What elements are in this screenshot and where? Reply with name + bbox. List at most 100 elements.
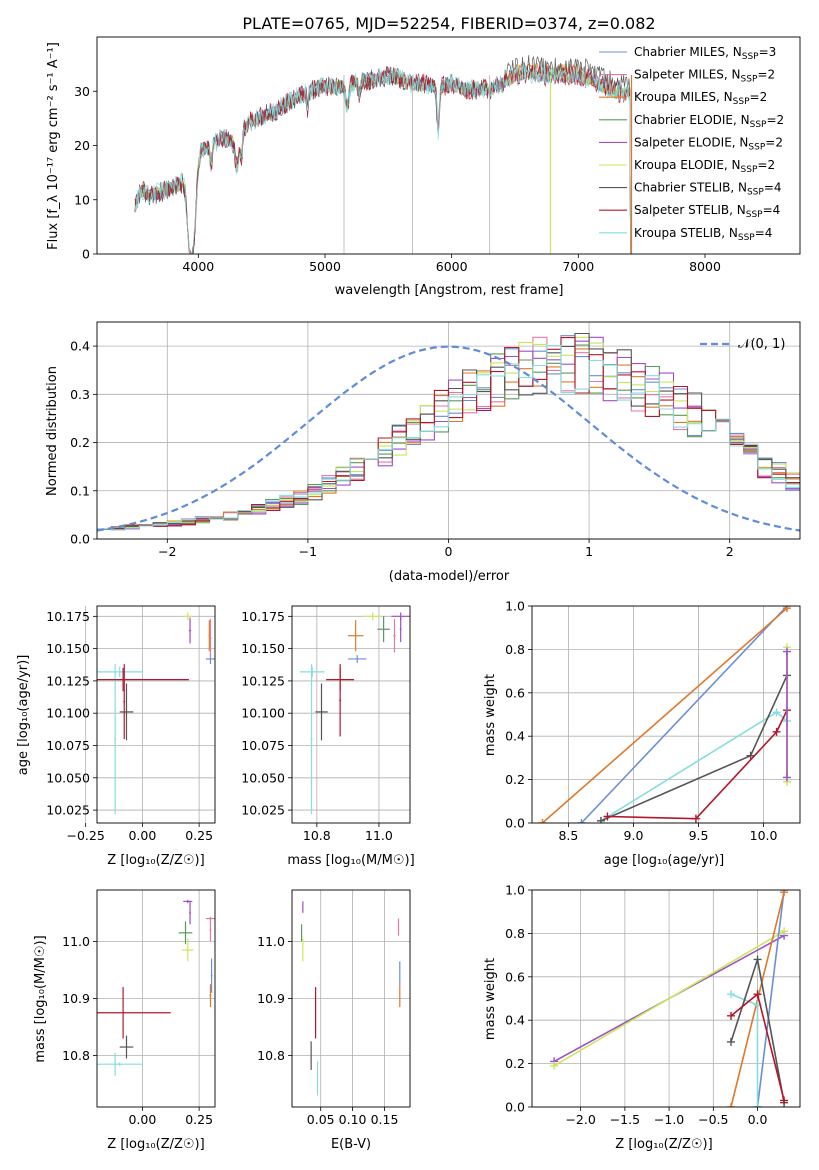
spectrum-line-kroupa-elodie: [134, 67, 631, 254]
plot-area: [538, 606, 791, 823]
x-tick-label: 0.10: [339, 1112, 367, 1127]
y-tick-label: 10.150: [46, 641, 90, 656]
plot-area: [550, 890, 789, 1107]
axes: 0.00 0.25 10.8 10.9 11.0: [62, 889, 216, 1127]
z-age-y-label: age [log₁₀(age/yr)]: [16, 655, 31, 776]
grid-lines: [85, 606, 215, 823]
y-tick-label: 0.2: [505, 772, 525, 787]
y-tick-label: 0.0: [505, 1100, 525, 1115]
axes-frame: [531, 889, 801, 1108]
weight-marker-kroupa-miles: [782, 606, 791, 613]
y-tick-label: 11.0: [257, 934, 285, 949]
legend-label: Salpeter ELODIE, NSSP=2: [634, 135, 783, 152]
axes: 4000 5000 6000 7000 8000 0 10 20 30: [74, 36, 801, 274]
y-tick-label: 0.4: [505, 729, 525, 744]
x-tick-label: 0.05: [307, 1112, 335, 1127]
x-tick-label: 0.0: [748, 1112, 768, 1127]
weight-marker-salpeter-stelib: [603, 812, 612, 821]
histogram-legend: 𝒩(0, 1): [700, 337, 785, 352]
weight-line-chabrier-miles: [756, 890, 785, 1107]
spectrum-line-salpeter-stelib: [134, 65, 631, 254]
y-tick-label: 1.0: [505, 883, 525, 898]
age-weight-x-label: age [log₁₀(age/yr)]: [604, 853, 725, 868]
y-tick-label: 10.075: [46, 738, 90, 753]
weight-marker-salpeter-stelib: [780, 1096, 789, 1105]
x-tick-label: −1.5: [610, 1112, 640, 1127]
legend-label: Chabrier MILES, NSSP=3: [634, 45, 776, 62]
mass-age-x-label: mass [log₁₀(M/M☉)]: [287, 853, 414, 868]
x-tick-label: −1: [299, 544, 317, 559]
weight-marker-kroupa-stelib: [727, 990, 736, 999]
weight-marker-chabrier-stelib: [596, 816, 605, 823]
weight-line-salpeter-stelib: [607, 709, 788, 820]
y-tick-label: 10.175: [46, 609, 90, 624]
x-tick-label: 0.00: [128, 828, 156, 843]
y-tick-label: 10: [74, 192, 90, 207]
y-tick-label: 10.8: [62, 1048, 90, 1063]
x-tick-label: −2: [158, 544, 176, 559]
figure-title: PLATE=0765, MJD=52254, FIBERID=0374, z=0…: [242, 14, 655, 33]
histogram-steps-kroupa-stelib: [97, 345, 800, 531]
spectrum-line-kroupa-miles: [134, 61, 631, 254]
y-tick-label: 10.100: [46, 706, 90, 721]
z-mass-panel: Z [log₁₀(Z/Z☉)] mass [log₁₀(M/M☉)] 0.00 0…: [33, 889, 216, 1152]
x-tick-label: 0.00: [128, 1112, 156, 1127]
y-tick-label: 0.3: [70, 387, 90, 402]
y-tick-label: 0.2: [70, 435, 90, 450]
y-tick-label: 0.4: [70, 339, 90, 354]
y-tick-label: 1.0: [505, 599, 525, 614]
x-tick-label: 8.5: [558, 828, 578, 843]
axes-frame: [96, 605, 216, 824]
normal-curve: [97, 345, 800, 532]
plot-area: [300, 901, 401, 1096]
x-tick-label: 6000: [436, 259, 468, 274]
x-tick-label: 0.15: [371, 1112, 399, 1127]
age-weight-y-label: mass weight: [483, 674, 498, 756]
weight-marker-salpeter-stelib: [691, 814, 700, 823]
legend-label: Kroupa MILES, NSSP=2: [634, 90, 767, 107]
spectrum-line-chabrier-elodie: [134, 67, 631, 254]
x-tick-label: −2.0: [565, 1112, 595, 1127]
weight-line-kroupa-miles: [541, 607, 788, 823]
weight-marker-chabrier-miles: [577, 819, 586, 823]
x-tick-label: 7000: [562, 259, 594, 274]
y-tick-label: 10.175: [241, 609, 285, 624]
mass-age-panel: mass [log₁₀(M/M☉)] 10.8 11.010.02510.0501…: [241, 605, 415, 868]
histogram-x-label: (data-model)/error: [389, 569, 510, 584]
x-tick-label: 2: [726, 544, 734, 559]
spectrum-line-chabrier-stelib: [134, 55, 631, 254]
legend-label: Kroupa STELIB, NSSP=4: [634, 226, 772, 243]
x-tick-label: 10.0: [750, 828, 778, 843]
y-tick-label: 10.100: [241, 706, 285, 721]
legend-label: Salpeter MILES, NSSP=2: [634, 68, 775, 85]
y-tick-label: 0.4: [505, 1013, 525, 1028]
grid-lines: [292, 890, 410, 1107]
weight-marker-kroupa-miles: [727, 1103, 736, 1107]
axes-frame: [531, 605, 801, 824]
weight-marker-kroupa-elodie: [550, 1061, 559, 1070]
weight-marker-salpeter-stelib: [772, 727, 781, 736]
weight-marker-salpeter-elodie: [782, 773, 791, 782]
legend-label-normal: 𝒩(0, 1): [738, 337, 785, 352]
spectrum-line-kroupa-stelib: [134, 63, 631, 254]
x-tick-label: 0.25: [185, 1112, 213, 1127]
axes: 10.8 11.0 10.025 10.050 10.075 10.100 10.125 10…: [241, 605, 411, 843]
x-tick-label: 8000: [689, 259, 721, 274]
ebv-mass-x-label: E(B-V): [331, 1137, 371, 1152]
x-tick-label: 11.0: [365, 828, 393, 843]
axes: −0.25 0.00 0.25 10.025 10.050 10.075 10.100 10.…: [46, 605, 216, 843]
x-tick-label: 9.5: [689, 828, 709, 843]
legend-label: Salpeter STELIB, NSSP=4: [634, 203, 780, 220]
weight-marker-salpeter-stelib: [727, 1011, 736, 1020]
y-tick-label: 0.0: [505, 816, 525, 831]
weight-marker-salpeter-elodie: [782, 647, 791, 656]
grid-lines: [532, 889, 800, 1108]
y-tick-label: 0.8: [505, 642, 525, 657]
y-tick-label: 10.025: [46, 803, 90, 818]
z-mass-x-label: Z [log₁₀(Z/Z☉)]: [107, 1137, 204, 1152]
y-tick-label: 0.6: [505, 969, 525, 984]
plot-area: [134, 55, 633, 254]
y-tick-label: 10.9: [257, 991, 285, 1006]
x-tick-label: 0.25: [185, 828, 213, 843]
